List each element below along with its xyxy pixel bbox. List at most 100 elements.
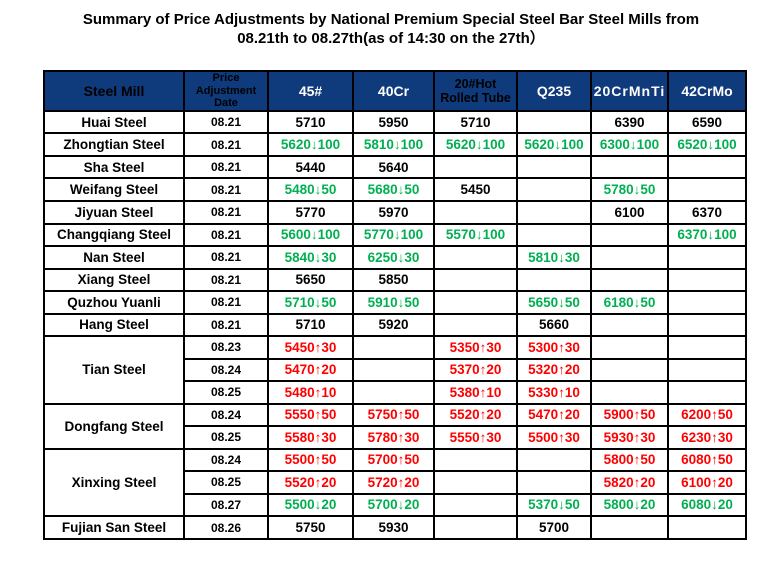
price-cell: 6100↑20 xyxy=(667,470,747,495)
price-cell: 5330↑10 xyxy=(516,380,592,405)
table-row: Tian Steel 08.23 5450↑30 5350↑30 5300↑30 xyxy=(43,335,747,405)
price-cell xyxy=(667,380,747,405)
price-cell: 6520↓100 xyxy=(667,132,747,157)
price-cell xyxy=(516,267,592,293)
price-cell xyxy=(667,267,747,293)
date-cell: 08.26 xyxy=(183,515,269,540)
price-cell: 5850 xyxy=(352,267,435,293)
mill-name-cell-quzhou-yuanli: Quzhou Yuanli xyxy=(43,290,185,315)
column-header-45: 45# xyxy=(267,70,354,112)
price-cell xyxy=(590,245,669,270)
date-cell: 08.21 xyxy=(183,200,269,225)
price-cell: 5640 xyxy=(352,154,435,180)
price-cell: 5780↓50 xyxy=(590,177,669,202)
price-cell: 5480↓50 xyxy=(267,177,354,202)
price-cell: 5620↓100 xyxy=(516,132,592,157)
date-cell: 08.24 xyxy=(183,447,269,473)
price-cell: 5770↓100 xyxy=(352,222,435,247)
price-cell: 5550↑30 xyxy=(433,425,518,450)
column-header-steel-mill: Steel Mill xyxy=(43,70,185,112)
price-cell: 5800↓20 xyxy=(590,492,669,518)
price-cell: 5710 xyxy=(267,312,354,338)
price-cell: 5680↓50 xyxy=(352,177,435,202)
date-cell: 08.21 xyxy=(183,154,269,180)
price-cell xyxy=(590,222,669,247)
price-cell: 5970 xyxy=(352,200,435,225)
price-cell xyxy=(667,245,747,270)
price-cell: 5380↑10 xyxy=(433,380,518,405)
price-cell xyxy=(590,515,669,540)
price-cell: 5700↑50 xyxy=(352,447,435,473)
price-cell: 5920 xyxy=(352,312,435,338)
table-row: Nan Steel 08.21 5840↓30 6250↓30 5810↓30 xyxy=(43,245,747,270)
mill-name-cell-xiang-steel: Xiang Steel xyxy=(43,267,185,293)
title-line2: 08.21th to 08.27th(as of 14:30 on the 27… xyxy=(237,29,545,47)
table-row: Jiyuan Steel 08.21 5770 5970 6100 6370 xyxy=(43,200,747,225)
price-cell: 5520↑20 xyxy=(267,470,354,495)
price-cell xyxy=(667,290,747,315)
price-cell: 6590 xyxy=(667,109,747,135)
price-cell xyxy=(433,200,518,225)
mill-name-cell-sha-steel: Sha Steel xyxy=(43,154,185,180)
price-cell: 5810↓100 xyxy=(352,132,435,157)
date-cell: 08.21 xyxy=(183,177,269,202)
price-cell: 6230↑30 xyxy=(667,425,747,450)
price-cell xyxy=(433,447,518,473)
price-cell: 5710 xyxy=(267,109,354,135)
column-header-20-hot-rolled-tube: 20#Hot Rolled Tube xyxy=(433,70,518,112)
price-cell: 5300↑30 xyxy=(516,335,592,360)
table-row: Xinxing Steel 08.24 5500↑50 5700↑50 5800↑50 6… xyxy=(43,447,747,518)
mill-name-cell-weifang-steel: Weifang Steel xyxy=(43,177,185,202)
date-cell: 08.25 xyxy=(183,425,269,450)
price-cell xyxy=(590,380,669,405)
date-cell: 08.21 xyxy=(183,290,269,315)
table-row: Hang Steel 08.21 5710 5920 5660 xyxy=(43,312,747,338)
price-cell: 5570↓100 xyxy=(433,222,518,247)
price-cell: 5470↑20 xyxy=(516,402,592,428)
table-row: Huai Steel 08.21 5710 5950 5710 6390 6590 xyxy=(43,109,747,135)
date-cell: 08.27 xyxy=(183,492,269,518)
price-cell xyxy=(433,312,518,338)
price-cell xyxy=(433,245,518,270)
price-cell xyxy=(433,154,518,180)
table-row: Fujian San Steel 08.26 5750 5930 5700 xyxy=(43,515,747,540)
price-cell: 5370↑20 xyxy=(433,357,518,383)
price-adjustments-table: Steel Mill Price Adjustment Date 45# 40Cr 20… xyxy=(43,70,747,540)
price-cell xyxy=(667,312,747,338)
date-cell: 08.21 xyxy=(183,267,269,293)
column-header-40cr: 40Cr xyxy=(352,70,435,112)
table-row: Weifang Steel 08.21 5480↓50 5680↓50 5450 5780… xyxy=(43,177,747,202)
price-cell: 5500↓20 xyxy=(267,492,354,518)
price-cell: 6200↑50 xyxy=(667,402,747,428)
price-cell: 5650 xyxy=(267,267,354,293)
price-cell xyxy=(667,357,747,383)
table-header-row: Steel Mill Price Adjustment Date 45# 40Cr 20… xyxy=(43,70,747,112)
price-cell: 5500↑50 xyxy=(267,447,354,473)
price-cell: 5600↓100 xyxy=(267,222,354,247)
price-cell: 5750 xyxy=(267,515,354,540)
date-cell: 08.25 xyxy=(183,470,269,495)
price-cell: 5500↑30 xyxy=(516,425,592,450)
price-cell: 6180↓50 xyxy=(590,290,669,315)
mill-name-cell-zhongtian-steel: Zhongtian Steel xyxy=(43,132,185,157)
date-cell: 08.21 xyxy=(183,222,269,247)
price-cell: 5700↓20 xyxy=(352,492,435,518)
price-cell: 5620↓100 xyxy=(267,132,354,157)
price-cell: 6370↓100 xyxy=(667,222,747,247)
price-cell: 5480↑10 xyxy=(267,380,354,405)
title-line1: Summary of Price Adjustments by National… xyxy=(82,11,700,28)
price-cell: 6390 xyxy=(590,109,669,135)
price-cell: 5780↑30 xyxy=(352,425,435,450)
price-cell: 5470↑20 xyxy=(267,357,354,383)
price-cell: 5900↑50 xyxy=(590,402,669,428)
mill-name-cell-dongfang-steel: Dongfang Steel xyxy=(43,402,185,450)
price-cell: 5350↑30 xyxy=(433,335,518,360)
price-cell xyxy=(590,357,669,383)
price-cell: 5520↑20 xyxy=(433,402,518,428)
price-cell xyxy=(433,492,518,518)
price-cell: 5450↑30 xyxy=(267,335,354,360)
date-cell: 08.21 xyxy=(183,132,269,157)
table-row: Dongfang Steel 08.24 5550↑50 5750↑50 5520↑20… xyxy=(43,402,747,450)
price-cell: 5370↓50 xyxy=(516,492,592,518)
date-cell: 08.24 xyxy=(183,357,269,383)
